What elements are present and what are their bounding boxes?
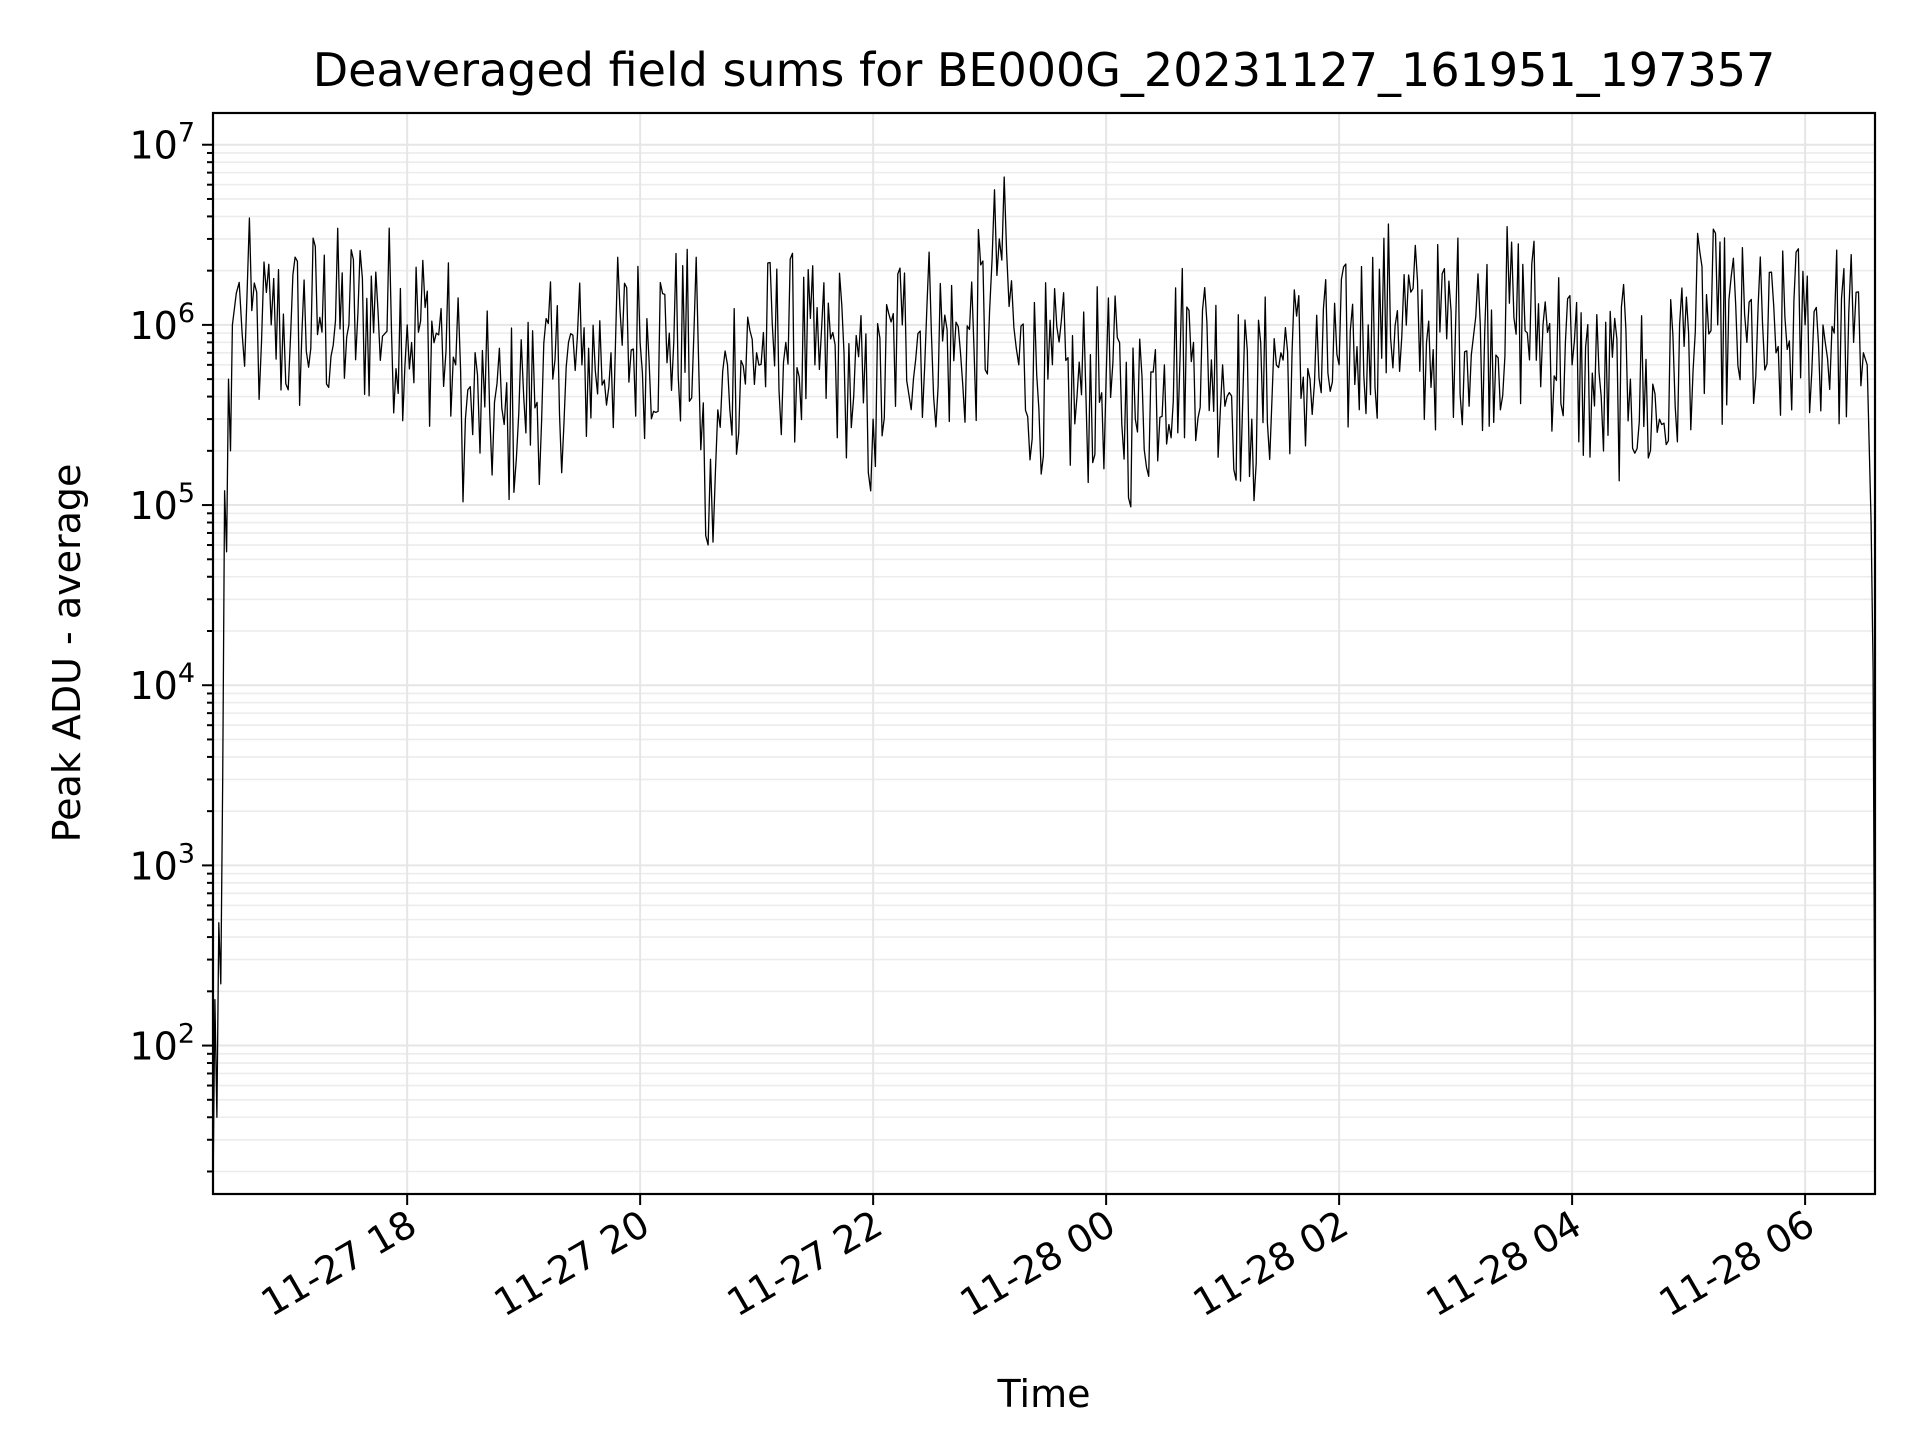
- y-tick-label-base: 10: [129, 124, 177, 168]
- y-tick-label: 105: [129, 478, 195, 528]
- y-tick-label-base: 10: [129, 1025, 177, 1069]
- x-tick-label: 11-27 20: [487, 1202, 657, 1326]
- y-tick-label-exponent: 2: [178, 1019, 195, 1050]
- y-tick-label-base: 10: [129, 304, 177, 348]
- x-tick-label: 11-28 04: [1419, 1202, 1589, 1326]
- chart-title: Deaveraged field sums for BE000G_2023112…: [313, 43, 1776, 97]
- y-tick-label: 106: [129, 298, 195, 348]
- grid-layer: [213, 113, 1875, 1194]
- y-tick-label: 102: [129, 1019, 195, 1069]
- y-tick-label: 107: [129, 118, 195, 168]
- y-tick-label: 103: [129, 838, 195, 888]
- y-tick-label-exponent: 6: [178, 298, 195, 329]
- y-tick-label-exponent: 7: [178, 118, 195, 149]
- y-tick-label-base: 10: [129, 664, 177, 708]
- y-tick-label-base: 10: [129, 844, 177, 888]
- y-tick-label-exponent: 5: [178, 478, 195, 509]
- x-tick-label: 11-27 18: [254, 1202, 424, 1326]
- x-axis-label: Time: [997, 1372, 1091, 1416]
- x-tick-label: 11-28 02: [1186, 1202, 1356, 1326]
- y-tick-label-base: 10: [129, 484, 177, 528]
- y-tick-label-exponent: 3: [178, 838, 195, 869]
- x-axis: 11-27 18 11-27 20 11-27 22 11-28 00 11-28 02…: [254, 1194, 1822, 1325]
- x-tick-label: 11-27 22: [720, 1202, 890, 1326]
- x-tick-label: 11-28 00: [953, 1202, 1123, 1326]
- x-tick-label: 11-28 06: [1652, 1202, 1822, 1326]
- y-tick-label: 104: [129, 658, 195, 708]
- series-line: [212, 176, 1876, 1195]
- series-layer: [212, 176, 1876, 1195]
- plot-frame: [211, 111, 1877, 1196]
- y-axis-label: Peak ADU - average: [45, 464, 89, 843]
- y-tick-label-exponent: 4: [178, 658, 195, 689]
